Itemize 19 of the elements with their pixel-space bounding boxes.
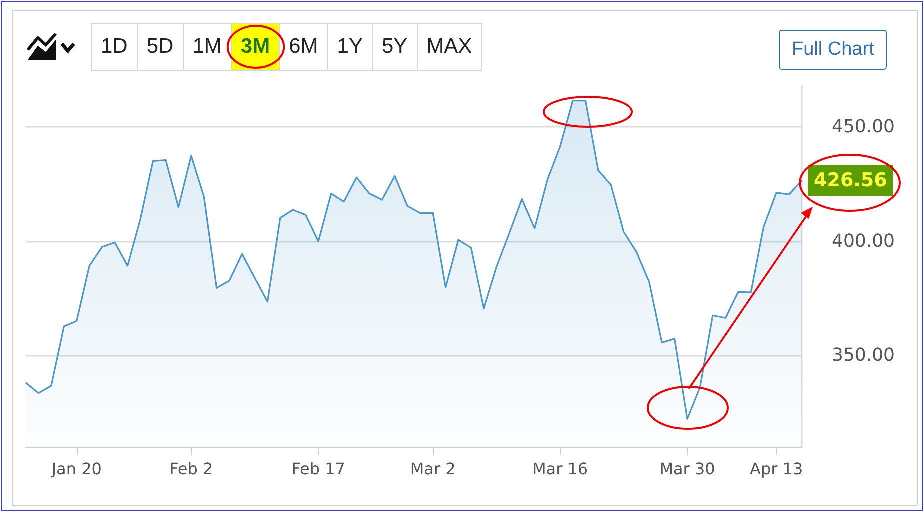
x-tick-label: Mar 2 xyxy=(410,460,456,478)
text: 6M xyxy=(280,24,328,70)
y-tick-label: 350.00 xyxy=(832,345,895,366)
data-label: 426.56 xyxy=(814,170,888,192)
text: 1M xyxy=(184,24,232,70)
text: 5Y xyxy=(372,24,418,70)
y-tick-label: 450.00 xyxy=(832,116,895,138)
x-tick-label: Mar 16 xyxy=(532,460,588,478)
text: MAX xyxy=(426,34,474,60)
text: 1D xyxy=(92,24,138,70)
text: 1Y xyxy=(328,24,373,70)
text: Full Chart xyxy=(779,30,888,70)
x-tick-label: Apr 13 xyxy=(750,460,804,478)
x-tick-label: Feb 17 xyxy=(292,460,346,478)
x-tick-label: Feb 2 xyxy=(170,460,214,478)
x-tick-label: Jan 20 xyxy=(50,460,102,478)
x-tick-label: Mar 30 xyxy=(660,460,716,478)
text: 5D xyxy=(138,24,184,70)
y-tick-label: 400.00 xyxy=(832,230,895,252)
